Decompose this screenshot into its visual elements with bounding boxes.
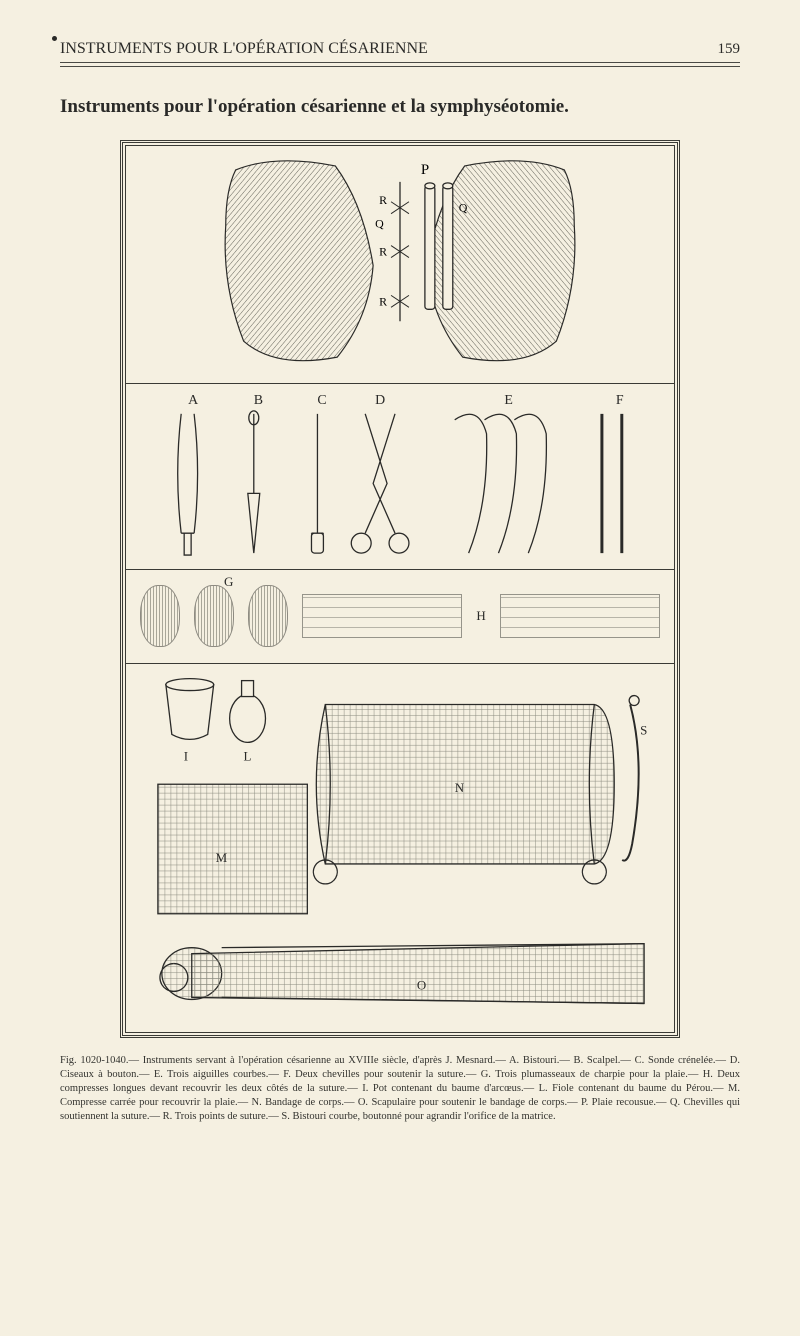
figure: P R R R Q Q A B C D E F [120, 140, 680, 1038]
header-rule [60, 66, 740, 67]
label-R3: R [379, 294, 387, 308]
label-N: N [455, 780, 465, 795]
label-G: G [224, 574, 233, 590]
label-D: D [375, 393, 385, 408]
page: INSTRUMENTS POUR L'OPÉRATION CÉSARIENNE … [0, 0, 800, 1336]
label-R2: R [379, 244, 387, 258]
figure-outer-frame: P R R R Q Q A B C D E F [120, 140, 680, 1038]
label-Q1: Q [375, 216, 384, 230]
label-M: M [216, 850, 228, 865]
running-header: INSTRUMENTS POUR L'OPÉRATION CÉSARIENNE … [60, 40, 740, 63]
plumasseau-3 [248, 585, 288, 647]
label-F: F [616, 393, 624, 408]
running-title: INSTRUMENTS POUR L'OPÉRATION CÉSARIENNE [60, 40, 428, 58]
label-A: A [188, 393, 198, 408]
label-I: I [184, 748, 188, 763]
instruments-illustration: A B C D E F [126, 384, 674, 569]
compress-2 [500, 594, 660, 638]
label-P: P [421, 162, 429, 178]
pelvis-illustration: P R R R Q Q [126, 146, 674, 383]
figure-inner-frame: P R R R Q Q A B C D E F [125, 145, 675, 1033]
supplies-illustration: I L M N [126, 664, 674, 1032]
panel-supplies: I L M N [126, 664, 674, 1032]
label-E: E [504, 393, 513, 408]
label-Q2: Q [459, 200, 468, 214]
page-number: 159 [718, 41, 741, 58]
bullet-dot [52, 36, 57, 41]
label-H: H [476, 608, 485, 624]
panel-dressings: G H [126, 570, 674, 664]
label-C: C [317, 393, 326, 408]
panel-pelvis: P R R R Q Q [126, 146, 674, 384]
plumasseau-1 [140, 585, 180, 647]
figure-caption: Fig. 1020-1040.— Instruments servant à l… [60, 1054, 740, 1125]
label-S: S [640, 722, 647, 737]
panel-instruments: A B C D E F [126, 384, 674, 570]
compress-1 [302, 594, 462, 638]
plumasseau-2 [194, 585, 234, 647]
label-O: O [417, 977, 426, 992]
page-title: Instruments pour l'opération césarienne … [60, 95, 740, 120]
label-B: B [254, 393, 263, 408]
label-L: L [244, 748, 252, 763]
label-R1: R [379, 192, 387, 206]
